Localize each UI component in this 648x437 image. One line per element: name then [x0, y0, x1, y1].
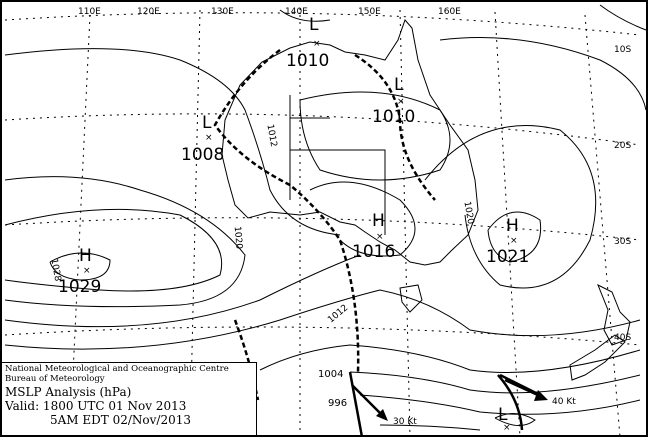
high-centre: H × 1016	[352, 211, 395, 262]
high-centre: H × 1021	[486, 216, 529, 267]
svg-text:×: ×	[503, 423, 511, 433]
isobar-label: 1012	[264, 124, 278, 148]
svg-text:×: ×	[313, 39, 321, 49]
svg-text:×: ×	[397, 97, 405, 107]
system-type: L	[498, 405, 508, 425]
wind-arrows: 30 Kt 40 Kt	[351, 378, 576, 427]
system-pressure: 1010	[372, 107, 415, 127]
system-type: H	[79, 246, 92, 266]
wind-label: 30 Kt	[393, 417, 417, 427]
isobar-label: 1012	[326, 303, 350, 325]
lat-label: 10S	[614, 45, 631, 55]
bureau-name: Bureau of Meteorology	[5, 373, 105, 384]
svg-text:×: ×	[510, 236, 518, 246]
lon-label: 160E	[438, 7, 461, 17]
map-caption: National Meteorological and Oceanographi…	[2, 362, 257, 435]
lon-label: 130E	[211, 7, 234, 17]
lat-lon-grid	[4, 8, 641, 437]
system-pressure: 1008	[181, 145, 224, 165]
isobar-label: 1020	[461, 201, 475, 226]
latitude-labels: 10S 20S 30S 40S	[614, 45, 631, 343]
system-pressure: 1016	[352, 242, 395, 262]
system-pressure: 1021	[486, 247, 529, 267]
lon-label: 110E	[78, 7, 101, 17]
valid-time-local: 5AM EDT 02/Nov/2013	[50, 413, 191, 427]
isobars	[4, 4, 647, 431]
low-centre: L × 1010	[372, 75, 415, 127]
isobar-labels: 1012 1020 1028 1020 1012 1004 996	[48, 124, 475, 409]
lat-label: 20S	[614, 141, 631, 151]
low-centre: L × 1010	[286, 15, 329, 71]
pressure-centres: L × 1010 L × 1010 L × 1008 H × 1016 H × …	[58, 15, 529, 433]
svg-text:×: ×	[205, 133, 213, 143]
coastlines	[221, 19, 631, 381]
system-pressure: 1010	[286, 51, 329, 71]
agency-name: National Meteorological and Oceanographi…	[5, 364, 229, 374]
isobar-label: 1004	[318, 369, 343, 380]
lon-label: 120E	[137, 7, 160, 17]
system-pressure: 1029	[58, 277, 101, 297]
system-type: L	[309, 15, 319, 35]
wind-label: 40 Kt	[552, 397, 576, 407]
isobar-label: 1028	[48, 258, 62, 283]
isobar-label: 1020	[232, 226, 244, 250]
lat-label: 40S	[614, 333, 631, 343]
system-type: L	[202, 113, 212, 133]
system-type: H	[372, 211, 385, 231]
longitude-labels: 110E 120E 130E 140E 150E 160E	[78, 7, 461, 17]
lat-label: 30S	[614, 237, 631, 247]
system-type: L	[394, 75, 404, 95]
map-title: MSLP Analysis (hPa)	[5, 385, 132, 399]
svg-text:×: ×	[376, 232, 384, 242]
low-centre: L ×	[498, 405, 511, 433]
lon-label: 150E	[358, 7, 381, 17]
low-centre: L × 1008	[181, 113, 224, 165]
lon-label: 140E	[285, 7, 308, 17]
isobar-label: 996	[328, 398, 347, 409]
valid-time-utc: Valid: 1800 UTC 01 Nov 2013	[5, 399, 187, 413]
high-centre: H × 1029	[58, 246, 101, 297]
system-type: H	[506, 216, 519, 236]
svg-text:×: ×	[83, 266, 91, 276]
